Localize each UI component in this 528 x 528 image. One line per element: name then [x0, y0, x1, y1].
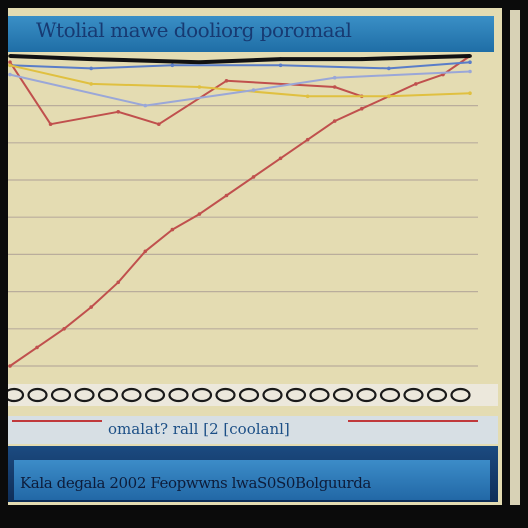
x-tick-marker — [8, 387, 25, 403]
legend-text: omalat? rall [2 [coolanl] — [108, 420, 290, 438]
data-point — [278, 57, 283, 61]
x-tick-marker — [356, 387, 377, 403]
series-line-5 — [9, 70, 471, 107]
data-point — [116, 110, 121, 114]
x-tick-marker — [379, 387, 401, 403]
plot-area — [8, 54, 478, 368]
data-point — [48, 122, 53, 126]
footer-inner — [14, 460, 490, 500]
x-tick-marker — [144, 387, 166, 403]
data-point — [251, 88, 256, 92]
data-point — [89, 66, 93, 71]
x-tick-marker — [285, 387, 307, 403]
data-point — [116, 280, 121, 285]
data-point — [414, 82, 418, 86]
x-axis-tick-row — [8, 384, 498, 406]
data-point — [387, 66, 391, 71]
x-tick-marker — [332, 387, 354, 403]
series-line-1 — [9, 54, 471, 65]
x-tick-marker — [50, 387, 72, 403]
data-point — [197, 60, 202, 64]
legend-red-rule-left — [12, 420, 102, 422]
series-line-0 — [9, 55, 471, 367]
data-point — [197, 85, 202, 89]
x-tick-marker — [450, 387, 471, 403]
data-point — [157, 122, 161, 126]
data-point — [224, 79, 229, 83]
data-point — [468, 54, 472, 58]
x-tick-marker — [121, 387, 142, 403]
data-point — [278, 63, 283, 68]
data-point — [332, 75, 337, 80]
data-point — [62, 327, 66, 331]
data-point — [468, 69, 472, 74]
data-point — [359, 57, 364, 61]
data-point — [143, 103, 148, 108]
data-point — [8, 364, 12, 368]
series-line-2 — [9, 61, 471, 70]
x-tick-marker — [309, 387, 330, 403]
x-tick-marker — [238, 387, 260, 403]
data-point — [468, 91, 472, 95]
chart-title: Wtolial mawe dooliorg poromaal — [36, 18, 352, 42]
x-tick-marker — [97, 387, 119, 403]
x-tick-marker — [27, 387, 48, 403]
data-point — [305, 137, 310, 142]
data-point — [89, 57, 93, 61]
series-line-3 — [9, 61, 363, 126]
data-point — [35, 345, 39, 350]
data-point — [278, 156, 283, 161]
data-point — [197, 212, 202, 216]
data-point — [468, 60, 472, 64]
x-tick-marker — [215, 387, 236, 403]
data-point — [332, 85, 337, 89]
data-point — [89, 305, 93, 309]
data-point — [387, 94, 391, 99]
legend-red-rule-right — [348, 420, 478, 422]
x-tick-marker — [191, 387, 213, 403]
right-edge-strip — [510, 10, 520, 505]
x-tick-marker — [403, 387, 424, 403]
data-point — [89, 82, 93, 86]
data-point — [251, 175, 256, 179]
data-point — [8, 60, 12, 64]
data-point — [224, 193, 229, 198]
footer-text: Kala degala 2002 Feopwwns lwaS0S0Bolguur… — [20, 474, 371, 492]
data-point — [359, 106, 364, 111]
data-point — [8, 63, 12, 68]
data-point — [8, 54, 12, 58]
x-tick-marker — [426, 387, 448, 403]
data-point — [8, 72, 12, 77]
data-point — [332, 119, 337, 123]
chart-panel: Wtolial mawe dooliorg poromaal omalat? r… — [8, 8, 502, 505]
data-point — [143, 249, 148, 254]
x-tick-marker — [262, 387, 283, 403]
x-tick-marker — [74, 387, 95, 403]
data-point — [170, 227, 175, 232]
data-point — [170, 63, 175, 68]
data-point — [305, 94, 310, 99]
x-tick-marker — [168, 387, 189, 403]
title-bar — [8, 16, 494, 52]
